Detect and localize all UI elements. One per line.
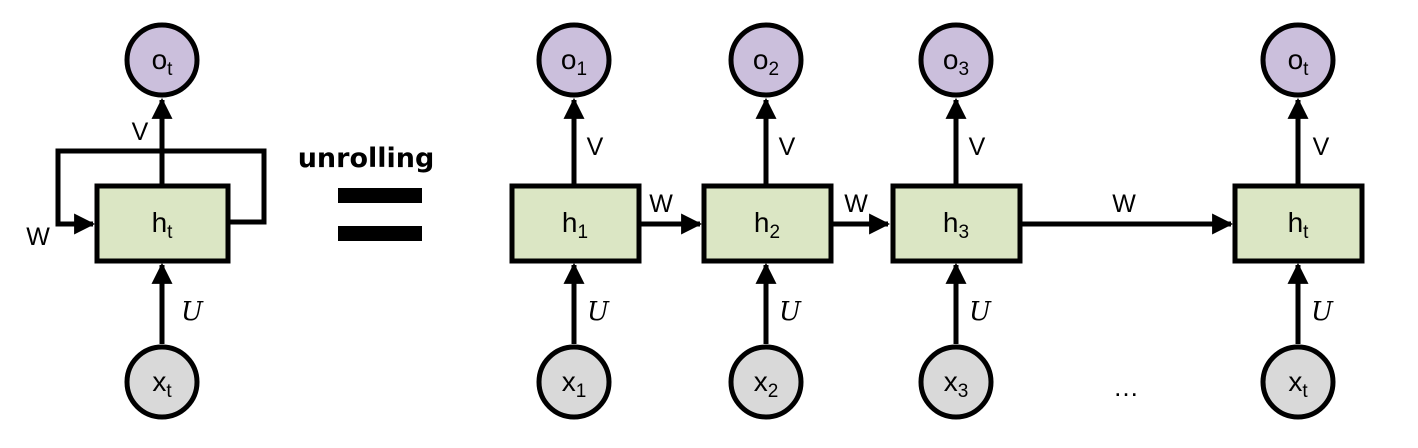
v-label: V <box>969 133 986 161</box>
output-label: o1 <box>561 44 587 80</box>
output-circle <box>1260 22 1336 98</box>
step-2: o2 V h2 U x2 <box>701 22 834 420</box>
folded-rnn: ot V W ht U xt <box>26 22 267 420</box>
hidden-box <box>94 183 231 264</box>
input-label: xt <box>152 366 172 402</box>
output-circle <box>728 22 804 98</box>
output-label: o2 <box>753 44 779 80</box>
output-label: o3 <box>943 44 969 80</box>
input-label: x1 <box>562 366 587 402</box>
input-circle <box>918 344 994 420</box>
output-circle <box>124 22 200 98</box>
output-circle <box>536 22 612 98</box>
input-circle <box>536 344 612 420</box>
v-label: V <box>587 133 604 161</box>
v-label: V <box>1313 133 1330 161</box>
hidden-label: h2 <box>754 207 780 243</box>
u-label: U <box>779 297 802 327</box>
hidden-label: ht <box>1288 207 1310 243</box>
output-label: ot <box>1288 44 1310 80</box>
hidden-label: h3 <box>943 207 969 243</box>
u-label: U <box>969 297 992 327</box>
step-1: o1 V h1 U x1 <box>509 22 642 420</box>
w-label-1: W <box>649 190 673 218</box>
input-circle <box>728 344 804 420</box>
equals-bar-top <box>338 188 422 203</box>
output-circle <box>918 22 994 98</box>
folded-u-label: U <box>181 297 204 327</box>
hidden-label: ht <box>152 207 174 243</box>
input-circle <box>1260 344 1336 420</box>
input-circle <box>124 344 200 420</box>
v-label: V <box>779 133 796 161</box>
w-label-2: W <box>844 190 868 218</box>
folded-w-label: W <box>26 223 50 251</box>
unrolled-rnn: W W W o1 V h1 U x1 o2 V h2 U <box>509 22 1365 420</box>
hidden-box <box>509 183 642 264</box>
u-label: U <box>1311 297 1334 327</box>
folded-input-node: xt <box>124 344 200 420</box>
folded-recurrent-loop <box>55 148 267 235</box>
output-label: ot <box>152 44 174 80</box>
folded-v-label: V <box>132 118 149 146</box>
hidden-box <box>701 183 834 264</box>
folded-output-node: ot <box>124 22 200 98</box>
folded-hidden-node: ht <box>94 183 231 264</box>
unrolling-title: unrolling <box>298 143 435 174</box>
step-3: o3 V h3 U x3 <box>890 22 1023 420</box>
equals-bar-bottom <box>338 226 422 241</box>
hidden-box <box>890 183 1023 264</box>
input-label: x3 <box>944 366 969 402</box>
u-label: U <box>587 297 610 327</box>
input-label: x2 <box>754 366 779 402</box>
hidden-label: h1 <box>562 207 588 243</box>
ellipsis: … <box>1113 372 1139 402</box>
input-label: xt <box>1288 366 1308 402</box>
unrolling-equals: unrolling = <box>298 143 435 241</box>
w-label-3: W <box>1112 190 1136 218</box>
step-t: ot V ht U xt <box>1232 22 1365 420</box>
hidden-box <box>1232 183 1365 264</box>
